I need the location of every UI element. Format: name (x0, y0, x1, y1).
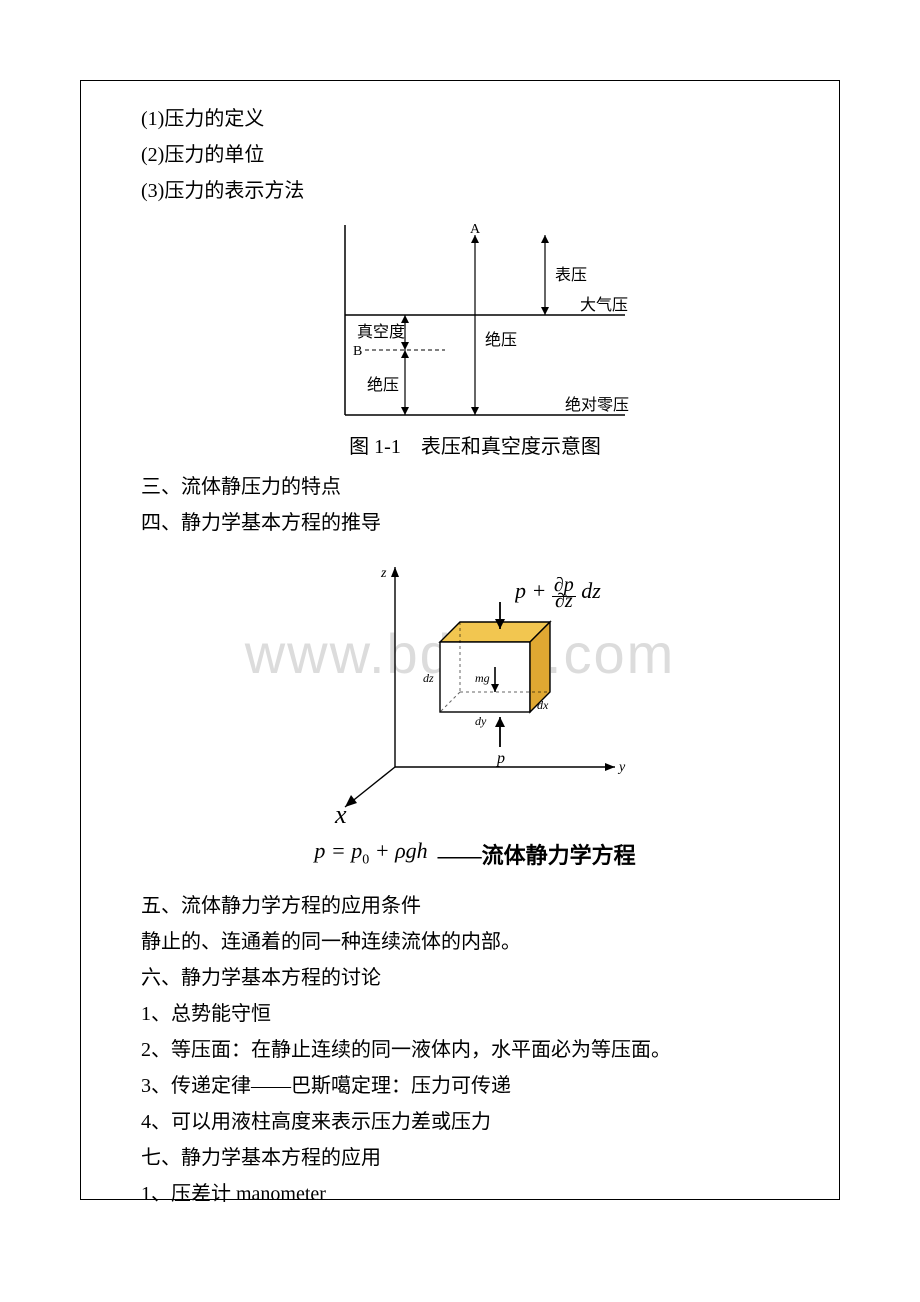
list-item: 1、压差计 manometer (141, 1176, 809, 1212)
heading-7: 七、静力学基本方程的应用 (141, 1140, 809, 1176)
label-vacuum: 真空度 (357, 323, 405, 341)
figure-1: A 真空度 B 绝压 (141, 215, 809, 465)
svg-text:dy: dy (475, 714, 487, 728)
heading-5: 五、流体静力学方程的应用条件 (141, 888, 809, 924)
svg-text:dz: dz (423, 671, 434, 685)
list-item: (2)压力的单位 (141, 137, 809, 173)
svg-text:y: y (617, 760, 626, 775)
label-abs1: 绝压 (485, 331, 517, 349)
svg-text:p: p (496, 750, 505, 767)
svg-text:dx: dx (537, 698, 549, 712)
svg-text:x: x (334, 800, 347, 827)
label-abs2: 绝压 (367, 376, 399, 394)
list-item: (3)压力的表示方法 (141, 173, 809, 209)
list-item: 1、总势能守恒 (141, 996, 809, 1032)
svg-text:z: z (380, 566, 387, 581)
list-item: 4、可以用液柱高度来表示压力差或压力 (141, 1104, 809, 1140)
list-item: 3、传递定律——巴斯噶定理：压力可传递 (141, 1068, 809, 1104)
list-item: 2、等压面：在静止连续的同一液体内，水平面必为等压面。 (141, 1032, 809, 1068)
figure-2: z y x (141, 547, 809, 827)
body-text: 静止的、连通着的同一种连续流体的内部。 (141, 924, 809, 960)
equation-hydrostatic: p = p0 + ρgh ——流体静力学方程 (141, 833, 809, 878)
label-b: B (353, 344, 362, 359)
figure-1-caption: 图 1-1 表压和真空度示意图 (349, 429, 601, 465)
heading-3: 三、流体静压力的特点 (141, 469, 809, 505)
label-atm: 大气压 (580, 296, 628, 314)
heading-6: 六、静力学基本方程的讨论 (141, 960, 809, 996)
svg-text:mg: mg (475, 671, 490, 685)
label-abszero: 绝对零压 (565, 396, 629, 414)
label-gauge: 表压 (555, 266, 587, 284)
heading-4: 四、静力学基本方程的推导 (141, 505, 809, 541)
list-item: (1)压力的定义 (141, 101, 809, 137)
label-a: A (470, 222, 481, 237)
